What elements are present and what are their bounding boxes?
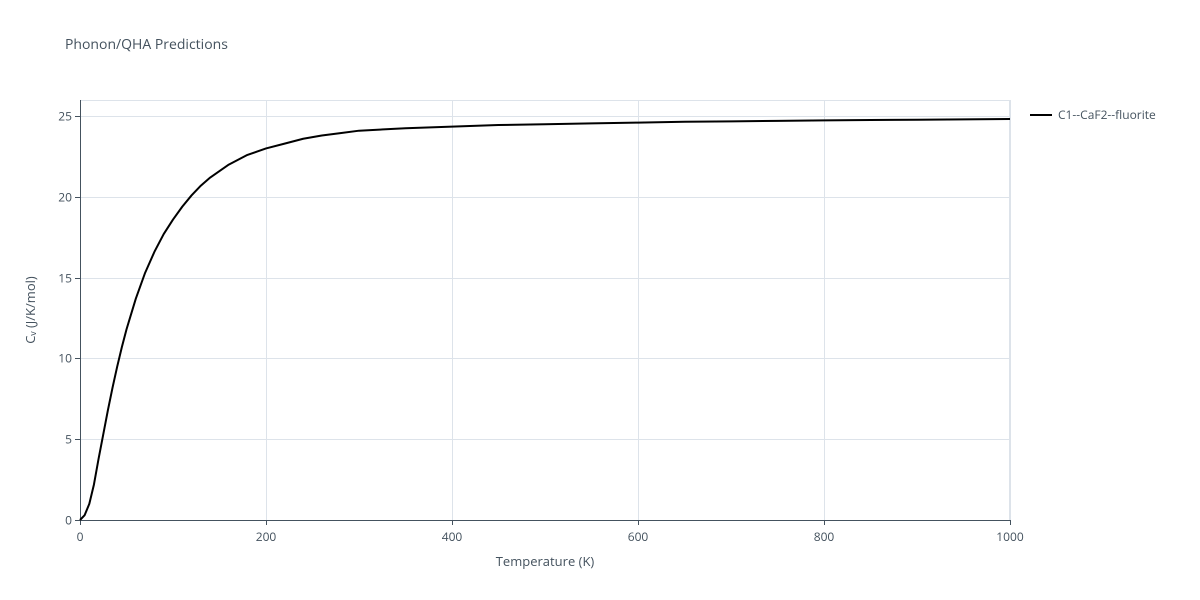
- legend-label: C1--CaF2--fluorite: [1058, 106, 1156, 123]
- data-series-line: [0, 0, 1200, 600]
- legend-swatch: [1030, 114, 1052, 116]
- legend-item: C1--CaF2--fluorite: [1030, 106, 1156, 123]
- series-path: [80, 119, 1010, 520]
